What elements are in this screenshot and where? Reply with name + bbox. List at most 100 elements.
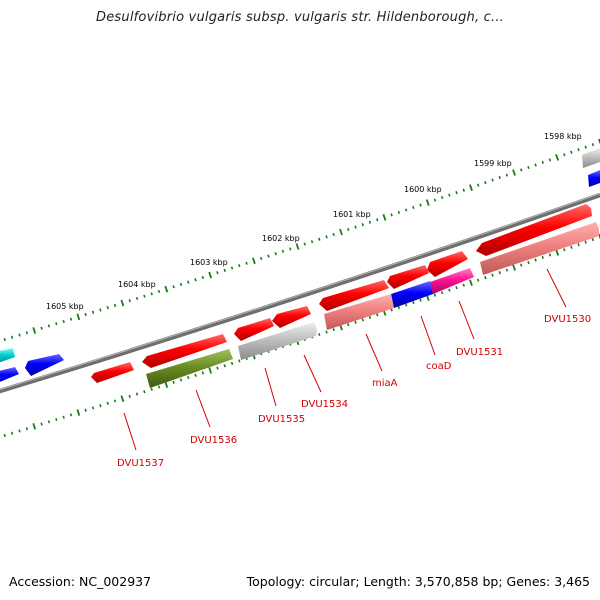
inner-scale-minor-tick bbox=[172, 380, 175, 384]
outer-scale-minor-tick bbox=[10, 335, 14, 339]
inner-scale-minor-tick bbox=[527, 260, 530, 265]
gene-label-coad[interactable]: coaD bbox=[426, 361, 452, 372]
outer-scale-minor-tick bbox=[201, 275, 205, 280]
inner-scale-minor-tick bbox=[563, 248, 566, 252]
outer-scale-major-tick bbox=[32, 327, 37, 334]
outer-scale-minor-tick bbox=[99, 308, 102, 312]
cyan-feature-left[interactable] bbox=[0, 348, 15, 364]
dvu1535-feature[interactable] bbox=[238, 322, 317, 360]
outer-scale-minor-tick bbox=[47, 324, 51, 328]
dvu1531-feature[interactable] bbox=[430, 268, 474, 294]
inner-strand-features bbox=[146, 222, 599, 388]
inner-scale-minor-tick bbox=[397, 305, 401, 310]
coad-feature[interactable] bbox=[391, 281, 433, 308]
partial-blue-feature[interactable] bbox=[588, 170, 600, 187]
gene-dvu1535-outer[interactable] bbox=[234, 318, 274, 341]
inner-scale-minor-tick bbox=[433, 293, 437, 297]
outer-scale-minor-tick bbox=[534, 163, 537, 167]
inner-scale-minor-tick bbox=[25, 427, 29, 431]
inner-scale-minor-tick bbox=[541, 255, 544, 260]
outer-scale-minor-tick bbox=[412, 205, 415, 210]
outer-scale-minor-tick bbox=[3, 337, 6, 342]
inner-scale-minor-tick bbox=[412, 301, 415, 305]
outer-scale-minor-tick bbox=[281, 249, 285, 253]
gene-label-miaa[interactable]: miaA bbox=[372, 378, 398, 389]
inner-scale-minor-tick bbox=[91, 406, 95, 410]
outer-scale-minor-tick bbox=[584, 145, 587, 149]
inner-scale-minor-tick bbox=[113, 399, 117, 403]
inner-scale-minor-tick bbox=[354, 320, 357, 324]
inner-scale-minor-tick bbox=[150, 387, 153, 391]
outer-scale-minor-tick bbox=[397, 210, 401, 215]
inner-scale-major-tick bbox=[469, 279, 473, 286]
partial-grey-feature[interactable] bbox=[582, 148, 600, 168]
inner-scale-minor-tick bbox=[491, 273, 494, 277]
gene-miaa-outer[interactable] bbox=[319, 280, 389, 311]
outer-scale-minor-tick bbox=[267, 254, 270, 258]
miaa-feature[interactable] bbox=[324, 294, 394, 330]
outer-scale-minor-tick bbox=[128, 299, 131, 303]
gene-coad-outer[interactable] bbox=[387, 265, 429, 289]
outer-scale-minor-tick bbox=[361, 223, 364, 227]
outer-scale-minor-tick bbox=[303, 242, 306, 246]
inner-scale-minor-tick bbox=[216, 366, 219, 370]
outer-scale-minor-tick bbox=[440, 196, 444, 200]
outer-scale-major-tick bbox=[252, 257, 256, 265]
inner-scale-minor-tick bbox=[135, 392, 139, 396]
outer-scale-minor-tick bbox=[143, 294, 146, 298]
outer-scale-minor-tick bbox=[230, 266, 234, 270]
outer-scale-minor-tick bbox=[150, 292, 153, 296]
leader-lines bbox=[123, 268, 567, 451]
outer-scale-minor-tick bbox=[448, 193, 451, 197]
outer-scale-minor-tick bbox=[325, 235, 328, 239]
dvu1530-feature[interactable] bbox=[480, 222, 599, 275]
outer-scale-minor-tick bbox=[55, 322, 58, 326]
gene-label-dvu1530[interactable]: DVU1530 bbox=[544, 314, 591, 325]
inner-scale-minor-tick bbox=[361, 318, 364, 322]
inner-scale-minor-tick bbox=[548, 253, 552, 257]
gene-dvu1531-outer[interactable] bbox=[427, 251, 468, 277]
gene-dvu1537-outer[interactable] bbox=[91, 362, 134, 383]
outer-scale-minor-tick bbox=[505, 173, 509, 177]
scale-labels: 1598 kbp 1599 kbp 1600 kbp 1601 kbp 1602… bbox=[46, 132, 582, 311]
inner-scale-minor-tick bbox=[69, 413, 73, 417]
inner-scale-minor-tick bbox=[368, 315, 372, 319]
blue-feature-edge[interactable] bbox=[0, 367, 19, 384]
outer-scale-major-tick bbox=[208, 271, 212, 279]
outer-scale-minor-tick bbox=[157, 289, 161, 294]
inner-scale-minor-tick bbox=[440, 291, 444, 295]
inner-scale-minor-tick bbox=[179, 378, 183, 382]
inner-scale-minor-tick bbox=[106, 401, 109, 405]
gene-label-dvu1531[interactable]: DVU1531 bbox=[456, 347, 503, 358]
outer-scale-minor-tick bbox=[484, 181, 487, 185]
gene-label-dvu1535[interactable]: DVU1535 bbox=[258, 414, 305, 425]
outer-scale-minor-tick bbox=[194, 278, 197, 282]
outer-scale-minor-tick bbox=[113, 303, 117, 307]
outer-scale-minor-tick bbox=[179, 282, 183, 287]
outer-scale-minor-tick bbox=[563, 153, 566, 157]
inner-scale-minor-tick bbox=[404, 303, 408, 307]
outer-scale-minor-tick bbox=[491, 178, 494, 182]
inner-scale-minor-tick bbox=[238, 359, 241, 363]
blue-feature-left[interactable] bbox=[25, 354, 64, 376]
outer-scale-major-tick bbox=[339, 228, 343, 236]
gene-dvu1536-outer[interactable] bbox=[142, 334, 227, 368]
inner-scale-minor-tick bbox=[570, 245, 573, 249]
inner-scale-minor-tick bbox=[62, 415, 65, 419]
genome-backbone bbox=[0, 192, 600, 394]
scale-label-1604: 1604 kbp bbox=[118, 280, 156, 289]
inner-scale-minor-tick bbox=[498, 271, 501, 275]
gene-dvu1530-outer[interactable] bbox=[476, 204, 592, 256]
inner-scale-minor-tick bbox=[187, 376, 190, 380]
topology-summary: Topology: circular; Length: 3,570,858 bp… bbox=[246, 574, 590, 589]
gene-label-dvu1534[interactable]: DVU1534 bbox=[301, 399, 348, 410]
gene-dvu1534-outer[interactable] bbox=[272, 306, 311, 328]
gene-label-dvu1537[interactable]: DVU1537 bbox=[117, 458, 164, 469]
gene-label-dvu1536[interactable]: DVU1536 bbox=[190, 435, 237, 446]
scale-label-1600: 1600 kbp bbox=[404, 185, 442, 194]
dvu1536-feature[interactable] bbox=[146, 349, 233, 388]
outer-scale-minor-tick bbox=[591, 143, 595, 147]
outer-scale-minor-tick bbox=[62, 319, 65, 324]
outer-scale-major-tick bbox=[382, 214, 387, 221]
